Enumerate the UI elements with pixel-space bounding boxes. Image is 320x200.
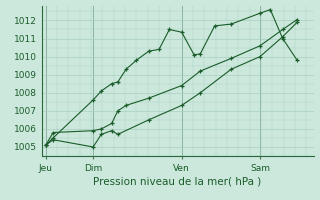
X-axis label: Pression niveau de la mer( hPa ): Pression niveau de la mer( hPa ) — [93, 177, 262, 187]
